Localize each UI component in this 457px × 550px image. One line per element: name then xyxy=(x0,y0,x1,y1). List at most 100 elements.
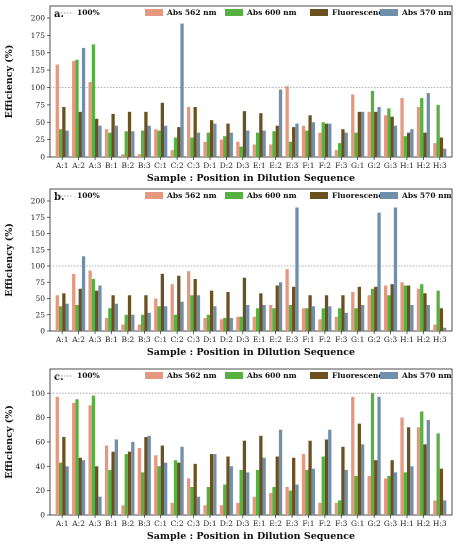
y-tick-label: 100 xyxy=(31,389,46,398)
legend-swatch-abs562 xyxy=(145,192,163,199)
x-tick-label: A:2 xyxy=(71,519,85,528)
bar-abs-562-nm-H3 xyxy=(433,500,437,515)
y-axis-title: Efficiency (%) xyxy=(4,405,15,479)
bar-abs-570-nm-F2 xyxy=(328,123,332,157)
bar-abs-600-nm-A1 xyxy=(58,306,63,331)
bar-abs-600-nm-G2 xyxy=(370,90,375,157)
x-tick-label: B:1 xyxy=(105,335,118,344)
x-tick-label: E:3 xyxy=(286,335,299,344)
bar-fluorescence-B1 xyxy=(111,295,115,331)
bar-abs-600-nm-C3 xyxy=(190,295,194,331)
bar-fluorescence-A3 xyxy=(95,118,99,157)
bar-abs-600-nm-E1 xyxy=(255,469,260,515)
bar-fluorescence-D3 xyxy=(242,111,247,157)
bar-abs-600-nm-B2 xyxy=(124,314,128,331)
x-tick-label: B:2 xyxy=(121,161,134,170)
bar-abs-562-nm-B2 xyxy=(121,324,125,331)
bar-abs-570-nm-E1 xyxy=(262,457,266,515)
x-tick-label: H:1 xyxy=(400,335,414,344)
x-tick-label: H:2 xyxy=(416,335,430,344)
bar-fluorescence-D1 xyxy=(209,120,214,157)
x-tick-label: B:3 xyxy=(138,335,151,344)
bar-abs-600-nm-B3 xyxy=(141,130,145,157)
x-tick-label: H:3 xyxy=(433,335,447,344)
bar-abs-562-nm-B2 xyxy=(121,505,125,515)
bar-abs-570-nm-G1 xyxy=(360,111,365,157)
bar-abs-600-nm-D3 xyxy=(239,469,243,515)
legend-label-fluor: Fluorescence xyxy=(332,8,388,17)
bar-abs-600-nm-D1 xyxy=(206,486,210,515)
bar-fluorescence-G2 xyxy=(374,460,378,515)
bar-abs-562-nm-A3 xyxy=(88,270,92,331)
legend: 100% Abs 562 nm Abs 600 nm Fluorescence Abs … xyxy=(55,371,452,380)
bar-abs-600-nm-G2 xyxy=(370,393,375,515)
x-tick-label: A:3 xyxy=(88,519,102,528)
bar-fluorescence-C2 xyxy=(177,462,181,515)
bar-fluorescence-F2 xyxy=(324,295,329,331)
bar-abs-562-nm-A2 xyxy=(72,402,76,515)
bar-abs-600-nm-B1 xyxy=(108,469,112,515)
bar-abs-600-nm-H2 xyxy=(420,411,424,515)
bar-fluorescence-B3 xyxy=(144,111,148,157)
y-tick-label: 0 xyxy=(40,511,45,520)
bar-abs-570-nm-G1 xyxy=(360,305,365,331)
bar-abs-600-nm-H1 xyxy=(403,472,407,515)
panel-label: b. xyxy=(54,192,64,203)
x-tick-label: H:3 xyxy=(433,519,447,528)
bar-abs-562-nm-B3 xyxy=(137,154,142,157)
bar-abs-562-nm-A1 xyxy=(55,64,59,157)
bar-fluorescence-C3 xyxy=(193,279,197,331)
bar-abs-562-nm-D3 xyxy=(236,502,240,515)
y-tick-label: 125 xyxy=(31,245,46,254)
x-tick-label: E:1 xyxy=(253,519,266,528)
x-tick-label: B:3 xyxy=(138,161,151,170)
bar-abs-562-nm-E1 xyxy=(252,316,256,331)
bar-abs-562-nm-H3 xyxy=(433,324,437,331)
bar-abs-570-nm-H3 xyxy=(443,500,447,515)
bar-abs-562-nm-B3 xyxy=(137,324,142,331)
legend-label-abs570: Abs 570 nm xyxy=(401,8,452,17)
bar-fluorescence-E1 xyxy=(259,293,263,331)
bar-fluorescence-A1 xyxy=(62,293,66,331)
y-tick-label: 20 xyxy=(35,486,45,495)
bar-abs-570-nm-E1 xyxy=(262,130,266,157)
bar-abs-570-nm-C3 xyxy=(196,132,201,157)
x-tick-label: F:2 xyxy=(319,519,331,528)
bar-abs-570-nm-B2 xyxy=(131,314,135,331)
bar-abs-600-nm-F2 xyxy=(321,456,325,515)
bar-fluorescence-B2 xyxy=(127,111,132,157)
y-tick-label: 200 xyxy=(31,14,46,23)
bar-abs-562-nm-B2 xyxy=(121,154,125,157)
plot-frame xyxy=(49,188,453,332)
bar-abs-600-nm-G3 xyxy=(387,476,391,515)
bar-abs-570-nm-D1 xyxy=(213,306,217,331)
bar-abs-562-nm-F2 xyxy=(318,319,322,331)
bar-abs-600-nm-G1 xyxy=(354,132,358,157)
bar-abs-570-nm-D1 xyxy=(213,123,217,157)
bar-abs-562-nm-E2 xyxy=(269,493,273,515)
bar-fluorescence-G3 xyxy=(390,284,394,331)
plot-frame xyxy=(49,5,453,158)
x-tick-label: C:2 xyxy=(171,519,184,528)
bar-abs-570-nm-B3 xyxy=(147,312,151,331)
bar-abs-562-nm-G2 xyxy=(367,476,371,515)
x-tick-label: C:1 xyxy=(154,161,167,170)
legend-swatch-abs600 xyxy=(225,9,243,16)
bar-abs-562-nm-A2 xyxy=(72,273,76,331)
y-tick-label: 60 xyxy=(35,438,45,447)
bar-abs-600-nm-F1 xyxy=(305,308,309,331)
bar-fluorescence-F2 xyxy=(324,439,329,515)
legend-label-fluor: Fluorescence xyxy=(332,191,388,200)
x-tick-label: C:1 xyxy=(154,519,167,528)
x-tick-label: F:2 xyxy=(319,161,331,170)
bar-abs-562-nm-H1 xyxy=(400,97,404,157)
bar-abs-562-nm-E3 xyxy=(285,486,289,515)
bar-fluorescence-G2 xyxy=(374,111,378,157)
bar-abs-562-nm-H2 xyxy=(416,427,421,515)
bar-abs-570-nm-A3 xyxy=(98,285,102,331)
bar-abs-600-nm-H2 xyxy=(420,97,424,157)
x-tick-label: B:1 xyxy=(105,161,118,170)
y-tick-label: 50 xyxy=(35,294,45,303)
bar-abs-600-nm-E3 xyxy=(288,141,293,157)
bar-abs-562-nm-G3 xyxy=(383,115,388,157)
